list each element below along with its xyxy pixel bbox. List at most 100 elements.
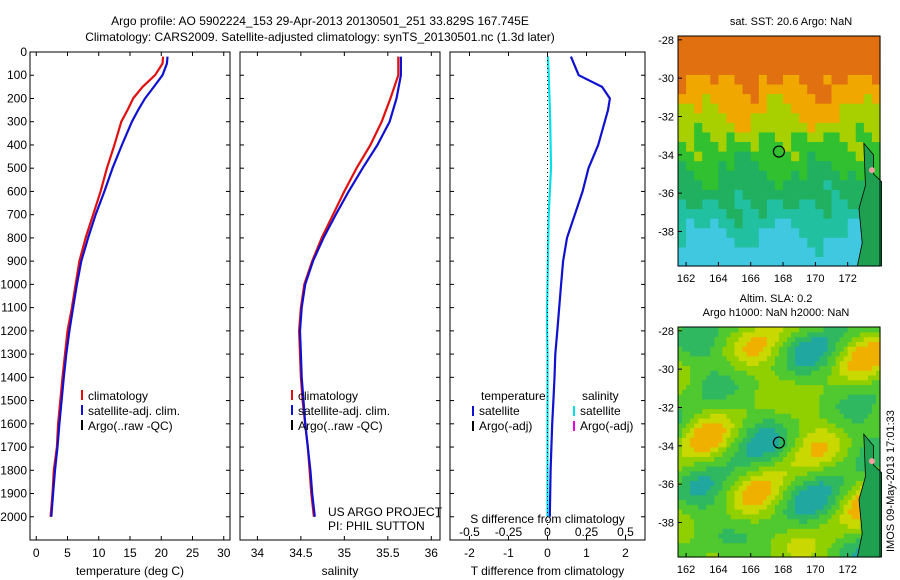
sla_map-cell	[867, 389, 873, 395]
sla_map-cell	[734, 494, 740, 501]
sla_map-cell	[835, 456, 841, 462]
sst_map-cell	[686, 141, 695, 152]
sla_map-cell	[734, 446, 740, 453]
sla_map-cell	[718, 403, 724, 410]
sla_map-cell	[875, 370, 881, 376]
sla_map-cell	[698, 370, 703, 376]
sst_map-cell	[855, 141, 865, 152]
sst_map-cell	[847, 83, 857, 95]
sla_map-cell	[734, 523, 740, 529]
sla_map-cell	[787, 528, 792, 534]
sla_map-cell	[831, 442, 837, 448]
sst_map-cell	[766, 189, 776, 200]
depth-tick-label: 1700	[0, 440, 27, 454]
sla_map-cell	[863, 422, 869, 429]
sla_map-cell	[807, 398, 812, 405]
sla_map-cell	[851, 365, 857, 371]
sst_map-cell	[831, 122, 841, 133]
sla_map-cell	[871, 350, 877, 357]
sla_map-cell	[795, 379, 800, 386]
sla_map-cell	[787, 432, 792, 438]
sla_map-cell	[791, 542, 796, 549]
sla_map-cell	[722, 537, 728, 544]
sla_map-cell	[726, 547, 732, 553]
sst_map-cell	[807, 189, 816, 200]
sla_map-cell	[718, 432, 724, 438]
sla_map-cell	[803, 494, 808, 501]
sla_map-cell	[758, 408, 764, 414]
sla_map-cell	[702, 461, 707, 467]
sla_map-cell	[738, 504, 744, 510]
sst_map-cell	[823, 179, 833, 190]
sla_map-cell	[750, 394, 756, 400]
sla_map-cell	[706, 518, 711, 525]
sla_map-cell	[827, 480, 833, 486]
sla_map-cell	[702, 485, 707, 491]
sla_map-cell	[682, 451, 687, 457]
sla_map-cell	[694, 350, 699, 357]
sla_map-cell	[766, 370, 772, 376]
sla_map-cell	[694, 398, 699, 405]
sst_map-cell	[839, 256, 849, 267]
sla_map-cell	[746, 513, 752, 520]
sla_map-cell	[795, 422, 800, 429]
sla_map-cell	[694, 537, 699, 544]
sla_map-cell	[779, 499, 784, 505]
sla_map-cell	[859, 480, 865, 486]
sst_map-cell	[831, 55, 841, 66]
sla_map-cell	[807, 418, 812, 424]
sla_map-cell	[710, 394, 715, 400]
sla_map-cell	[807, 470, 812, 477]
sla_map-cell	[726, 403, 732, 410]
salinity-legend-label: Argo(..raw -QC)	[298, 419, 383, 433]
sla_map-land-patch	[868, 458, 875, 465]
sla_map-cell	[823, 408, 829, 414]
sla_map-cell	[686, 384, 691, 390]
sla_map-cell	[799, 485, 804, 491]
sst_map-cell	[847, 227, 857, 238]
sla_map-cell	[738, 518, 744, 525]
sst_map-cell	[799, 160, 808, 171]
sla_map-cell	[783, 523, 788, 529]
sla_map-cell	[678, 327, 683, 333]
sla_map-cell	[734, 451, 740, 457]
sst_map-cell	[734, 83, 744, 95]
sla_map-cell	[686, 552, 691, 558]
sla_map-cell	[823, 398, 829, 405]
sla_map-cell	[827, 336, 833, 342]
sla_map-cell	[819, 552, 825, 558]
sst_map-cell	[758, 170, 768, 181]
sst_map-cell	[823, 55, 833, 66]
sla_map-cell	[831, 494, 837, 501]
sst_map-cell	[791, 64, 800, 75]
sla_map-cell	[859, 470, 865, 477]
sst_map-cell	[855, 112, 865, 123]
sla_map-cell	[779, 451, 784, 457]
sla_map-cell	[851, 346, 857, 352]
sst_map-cell	[758, 83, 768, 95]
sla_map-cell	[855, 489, 861, 496]
sst_map-cell	[710, 45, 719, 56]
sst_map-cell	[847, 218, 857, 229]
sla_map-cell	[851, 413, 857, 419]
sla_map-cell	[811, 494, 816, 501]
sla_map-cell	[734, 370, 740, 376]
sla_map-cell	[867, 437, 873, 443]
sla_map-cell	[823, 494, 829, 501]
sla_map-cell	[835, 437, 841, 443]
sla_map-cell	[831, 437, 837, 443]
sst_map-cell	[799, 83, 808, 95]
sla_map-cell	[738, 485, 744, 491]
sst_map-cell	[855, 227, 865, 238]
sst_map-cell	[839, 246, 849, 258]
sla_map-cell	[875, 379, 881, 386]
sla_map-cell	[746, 542, 752, 549]
sla_map-cell	[835, 489, 841, 496]
sst_map-cell	[791, 45, 800, 56]
sla_map-cell	[811, 418, 816, 424]
sla_map-cell	[742, 537, 748, 544]
sla_map-cell	[694, 499, 699, 505]
sst_map-cell	[686, 256, 695, 267]
sla_map-cell	[839, 398, 845, 405]
sla_map-cell	[875, 360, 881, 366]
